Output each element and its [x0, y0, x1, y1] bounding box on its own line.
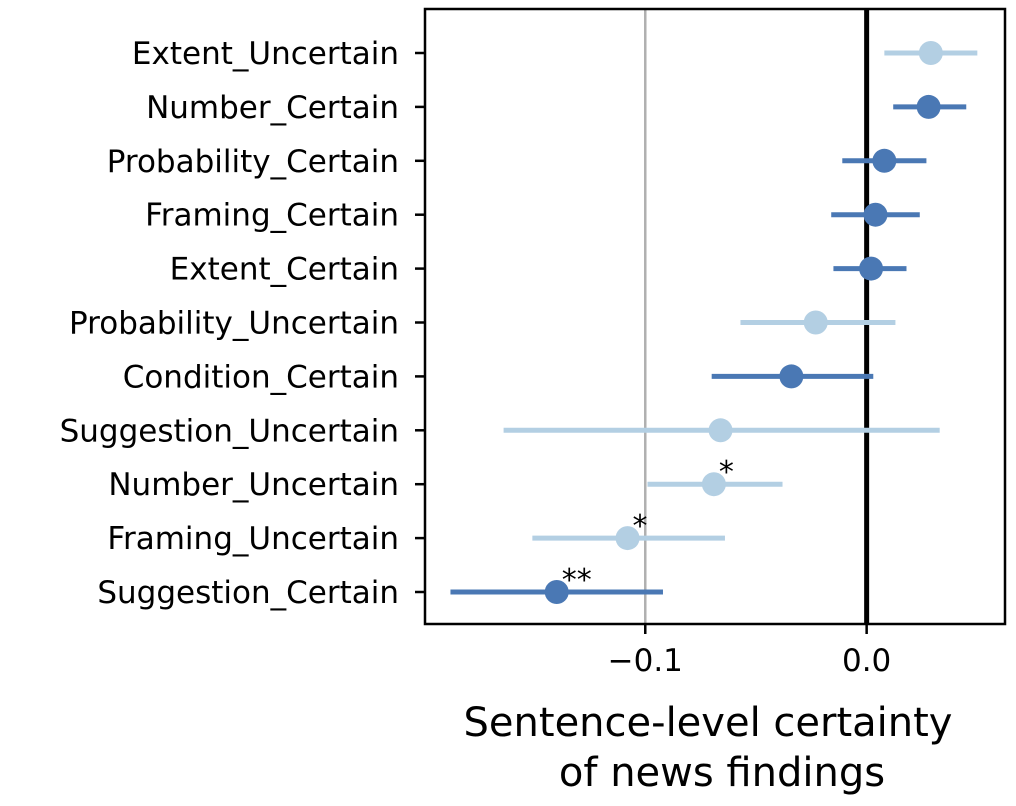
- y-tick-label: Suggestion_Uncertain: [60, 413, 399, 449]
- point-suggestion-uncertain: [708, 418, 733, 443]
- plot-frame: [423, 7, 1007, 626]
- point-number-uncertain: [701, 472, 726, 497]
- y-tick-label: Framing_Certain: [145, 198, 399, 234]
- y-tick-label: Number_Uncertain: [108, 467, 399, 503]
- point-estimates: [544, 41, 943, 604]
- point-extent-uncertain: [918, 41, 943, 65]
- point-condition-certain: [779, 364, 804, 389]
- x-axis: −0.1 0.0: [608, 624, 891, 679]
- point-probability-uncertain: [803, 310, 828, 335]
- point-extent-certain: [859, 256, 884, 281]
- y-axis: Extent_Uncertain Number_Certain Probabilit…: [60, 36, 425, 611]
- point-probability-certain: [872, 148, 897, 173]
- significance-marker: *: [719, 455, 734, 490]
- y-tick-label: Condition_Certain: [123, 359, 399, 395]
- point-number-certain: [916, 94, 941, 119]
- reference-lines: [644, 9, 870, 624]
- x-tick-label: 0.0: [842, 643, 891, 679]
- x-tick-label: −0.1: [608, 643, 683, 679]
- point-framing-uncertain: [615, 526, 640, 551]
- y-tick-label: Probability_Certain: [107, 144, 399, 180]
- point-suggestion-certain: [544, 580, 569, 604]
- y-tick-label: Suggestion_Certain: [97, 575, 399, 611]
- x-axis-label-line-2: of news findings: [559, 750, 885, 796]
- significance-marker: **: [562, 563, 592, 598]
- y-tick-label: Probability_Uncertain: [69, 306, 399, 342]
- confidence-intervals: [450, 50, 978, 595]
- x-axis-label-line-1: Sentence-level certainty: [464, 700, 953, 746]
- significance-marker: *: [633, 509, 648, 544]
- y-tick-label: Number_Certain: [146, 90, 399, 126]
- y-tick-label: Framing_Uncertain: [107, 521, 399, 557]
- significance-markers: ****: [562, 455, 734, 598]
- point-framing-certain: [863, 202, 888, 227]
- y-tick-label: Extent_Certain: [170, 252, 399, 288]
- y-tick-label: Extent_Uncertain: [132, 36, 399, 72]
